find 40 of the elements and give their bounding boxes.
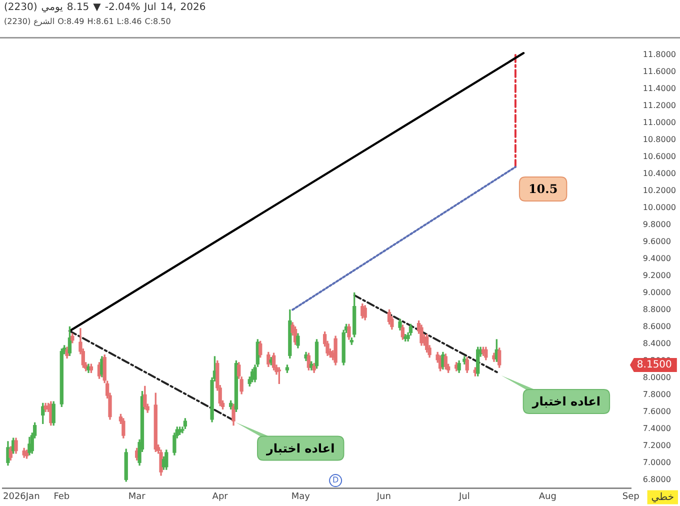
y-tick-label: 11.4000	[642, 84, 676, 93]
y-tick-label: 9.0000	[642, 288, 671, 297]
y-tick-label: 11.2000	[642, 100, 676, 110]
y-tick-label: 7.2000	[642, 440, 671, 450]
y-tick-label: 8.0000	[642, 372, 671, 382]
y-tick-label: 10.0000	[642, 202, 676, 212]
x-tick-label: Jun	[376, 492, 391, 502]
y-tick-label: 11.8000	[642, 50, 676, 59]
x-tick-label: May	[291, 492, 311, 502]
annotation: اعاده اختبار	[266, 441, 335, 456]
annotation: D	[332, 476, 339, 485]
x-tick-label: Sep	[622, 492, 640, 502]
text: 8.1500	[636, 360, 672, 371]
y-tick-label: 11.0000	[642, 118, 676, 127]
text: خطي	[651, 492, 674, 503]
y-tick-label: 7.0000	[642, 458, 671, 467]
x-tick-label: Feb	[54, 492, 70, 502]
y-tick-label: 11.6000	[642, 66, 676, 76]
y-tick-label: 9.8000	[642, 220, 671, 229]
y-tick-label: 10.8000	[642, 134, 676, 144]
y-tick-label: 9.2000	[642, 270, 671, 280]
y-tick-label: 7.8000	[642, 390, 671, 399]
annotation: اعاده اختبار	[531, 394, 601, 409]
y-tick-label: 6.8000	[642, 474, 671, 484]
y-tick-label: 9.6000	[642, 236, 671, 246]
y-tick-label: 7.6000	[642, 406, 671, 416]
y-tick-label: 8.4000	[642, 338, 671, 348]
x-tick-label: Apr	[212, 492, 228, 502]
y-tick-label: 8.8000	[642, 304, 671, 314]
x-tick-label: Jul	[458, 492, 470, 502]
x-tick-label: Mar	[128, 492, 146, 502]
y-tick-label: 10.6000	[642, 152, 676, 161]
y-tick-label: 8.6000	[642, 322, 671, 331]
y-tick-label: 9.4000	[642, 254, 671, 263]
x-tick-label: Aug	[538, 492, 556, 502]
y-tick-label: 10.4000	[642, 168, 676, 178]
annotation: 10.5	[528, 182, 558, 196]
y-tick-label: 7.4000	[642, 424, 671, 433]
x-tick-label: 2026Jan	[3, 492, 40, 502]
y-tick-label: 10.2000	[642, 186, 676, 195]
